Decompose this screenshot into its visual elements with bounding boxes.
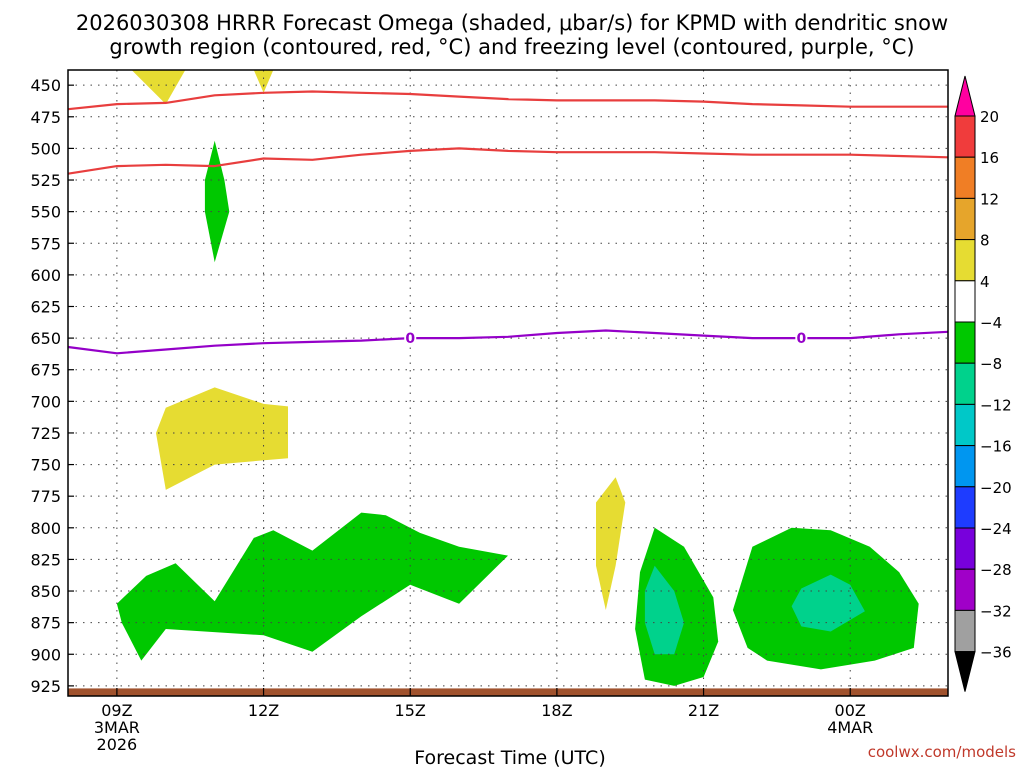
colorbar-segment-9 — [954, 486, 976, 529]
y-tick-label-475: 475 — [30, 108, 61, 127]
colorbar-label-9: −20 — [980, 479, 1012, 497]
colorbar-label-6: −8 — [980, 355, 1002, 373]
freezing-level-label-bg-0 — [404, 330, 417, 347]
x-axis-title: Forecast Time (UTC) — [414, 747, 605, 768]
y-tick-label-675: 675 — [30, 361, 61, 380]
y-tick-label-750: 750 — [30, 456, 61, 475]
freezing-level-label-0: 0 — [405, 331, 415, 347]
terrain-layer — [68, 688, 948, 696]
colorbar-segment-5 — [954, 321, 976, 364]
colorbar-segment-1 — [954, 156, 976, 199]
credit-text: coolwx.com/models — [868, 743, 1016, 761]
y-tick-label-725: 725 — [30, 424, 61, 443]
omega-teal-23 — [791, 574, 865, 632]
colorbar-label-5: −4 — [980, 314, 1002, 332]
colorbar-label-3: 8 — [980, 232, 990, 250]
x-tick-label-09Z: 09Z — [101, 701, 132, 720]
y-tick-label-800: 800 — [30, 519, 61, 538]
colorbar-segment-12 — [954, 609, 976, 653]
y-tick-label-650: 650 — [30, 329, 61, 348]
dendritic-upper-red — [67, 90, 948, 111]
y-axis: 450 475 500 525 550 575 600 625 650 675 700 725 750 7… — [30, 76, 74, 696]
colorbar-label-10: −24 — [980, 520, 1012, 538]
y-tick-label-825: 825 — [30, 550, 61, 569]
x-tick-label-4MAR: 4MAR — [827, 718, 873, 737]
freezing-level-label-1: 0 — [796, 331, 806, 347]
colorbar-label-13: −36 — [980, 644, 1012, 662]
colorbar-segment-10 — [954, 527, 976, 570]
omega-yellow-1920 — [596, 477, 626, 610]
colorbar-segment-11 — [954, 568, 976, 611]
colorbar-label-4: 4 — [980, 273, 990, 291]
y-tick-label-700: 700 — [30, 392, 61, 411]
colorbar-segment-8 — [954, 445, 976, 488]
x-tick-label-18Z: 18Z — [541, 701, 572, 720]
chart-title-line-1: 2026030308 HRRR Forecast Omega (shaded, … — [76, 11, 948, 35]
freezing-level-label-bg-1 — [795, 330, 808, 347]
freezing-level-purple — [67, 329, 949, 355]
y-tick-label-850: 850 — [30, 582, 61, 601]
x-tick-label-15Z: 15Z — [395, 701, 426, 720]
omega-green-upper — [204, 140, 230, 263]
colorbar-segment-2 — [954, 197, 976, 241]
colorbar-label-1: 16 — [980, 149, 999, 167]
omega-yellow-top-1 — [131, 70, 186, 105]
colorbar-segment-3 — [954, 239, 976, 282]
colorbar: 20 16 12 8 4 −4 −8 −12 −16 −20 −24 −28 −32 −36 — [954, 75, 1012, 692]
chart-title-line-2: growth region (contoured, red, °C) and f… — [109, 35, 914, 59]
x-tick-label-12Z: 12Z — [248, 701, 279, 720]
x-tick-label-3MAR: 3MAR — [94, 718, 140, 737]
y-tick-label-875: 875 — [30, 614, 61, 633]
colorbar-label-7: −12 — [980, 396, 1012, 414]
colorbar-segment-0 — [954, 115, 976, 158]
colorbar-segment-7 — [954, 403, 976, 447]
colorbar-label-2: 12 — [980, 190, 999, 208]
y-tick-label-575: 575 — [30, 234, 61, 253]
y-tick-label-625: 625 — [30, 297, 61, 316]
y-tick-label-500: 500 — [30, 139, 61, 158]
plot-frame — [67, 69, 949, 697]
colorbar-top-arrow — [954, 75, 976, 117]
y-tick-label-775: 775 — [30, 487, 61, 506]
omega-green-low-main — [116, 512, 509, 661]
y-tick-label-600: 600 — [30, 266, 61, 285]
colorbar-label-8: −16 — [980, 438, 1012, 456]
y-tick-label-450: 450 — [30, 76, 61, 95]
omega-yellow-mid — [156, 387, 288, 490]
colorbar-label-11: −28 — [980, 561, 1012, 579]
y-tick-label-525: 525 — [30, 171, 61, 190]
x-tick-label-00Z: 00Z — [835, 701, 866, 720]
dendritic-lower-red — [67, 147, 949, 175]
colorbar-label-12: −32 — [980, 602, 1012, 620]
y-tick-label-925: 925 — [30, 677, 61, 696]
colorbar-segment-4 — [954, 280, 976, 323]
colorbar-label-0: 20 — [980, 108, 999, 126]
x-tick-label-2026: 2026 — [97, 735, 138, 754]
omega-yellow-top-2 — [253, 70, 274, 93]
y-tick-label-900: 900 — [30, 645, 61, 664]
x-tick-label-21Z: 21Z — [688, 701, 719, 720]
y-tick-label-550: 550 — [30, 203, 61, 222]
omega-teal-2021 — [644, 565, 684, 655]
colorbar-segment-6 — [954, 362, 976, 405]
ground-surface — [68, 688, 948, 696]
colorbar-bottom-arrow — [954, 651, 976, 692]
